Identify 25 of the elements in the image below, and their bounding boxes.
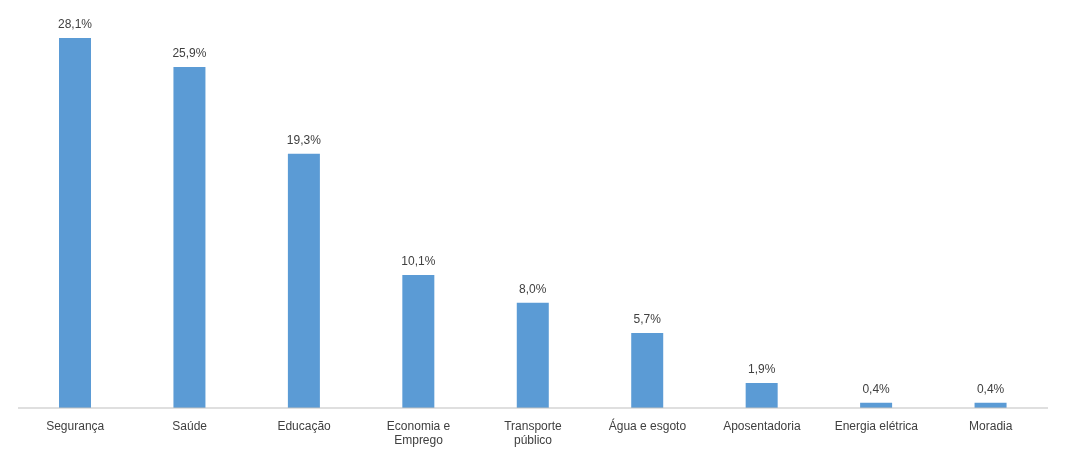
x-tick-label: Energia elétrica bbox=[834, 419, 919, 433]
bar bbox=[59, 38, 91, 408]
data-label: 0,4% bbox=[862, 381, 891, 396]
x-tick-label: Água e esgoto bbox=[608, 418, 687, 433]
x-tick-label: Transporte público bbox=[504, 419, 563, 447]
data-label: 1,9% bbox=[747, 361, 776, 376]
data-label: 5,7% bbox=[633, 311, 662, 326]
x-tick-label: Economia e Emprego bbox=[386, 419, 451, 447]
data-label: 28,1% bbox=[57, 17, 93, 31]
bar bbox=[745, 382, 778, 408]
bar bbox=[287, 153, 320, 408]
x-tick-label: Saúde bbox=[172, 419, 208, 433]
data-label: 10,1% bbox=[401, 254, 436, 269]
x-tick-label: Aposentadoria bbox=[723, 419, 801, 433]
bar bbox=[516, 302, 549, 408]
data-label: 25,9% bbox=[172, 45, 207, 60]
data-label: 0,4% bbox=[976, 381, 1005, 396]
bar bbox=[173, 66, 206, 408]
x-tick-label: Moradia bbox=[969, 419, 1013, 433]
x-tick-label: Educação bbox=[277, 419, 332, 433]
bar bbox=[402, 275, 435, 408]
data-label: 8,0% bbox=[519, 281, 547, 296]
bar bbox=[631, 332, 664, 408]
data-label: 19,3% bbox=[286, 132, 322, 147]
x-tick-label: Segurança bbox=[46, 419, 105, 433]
